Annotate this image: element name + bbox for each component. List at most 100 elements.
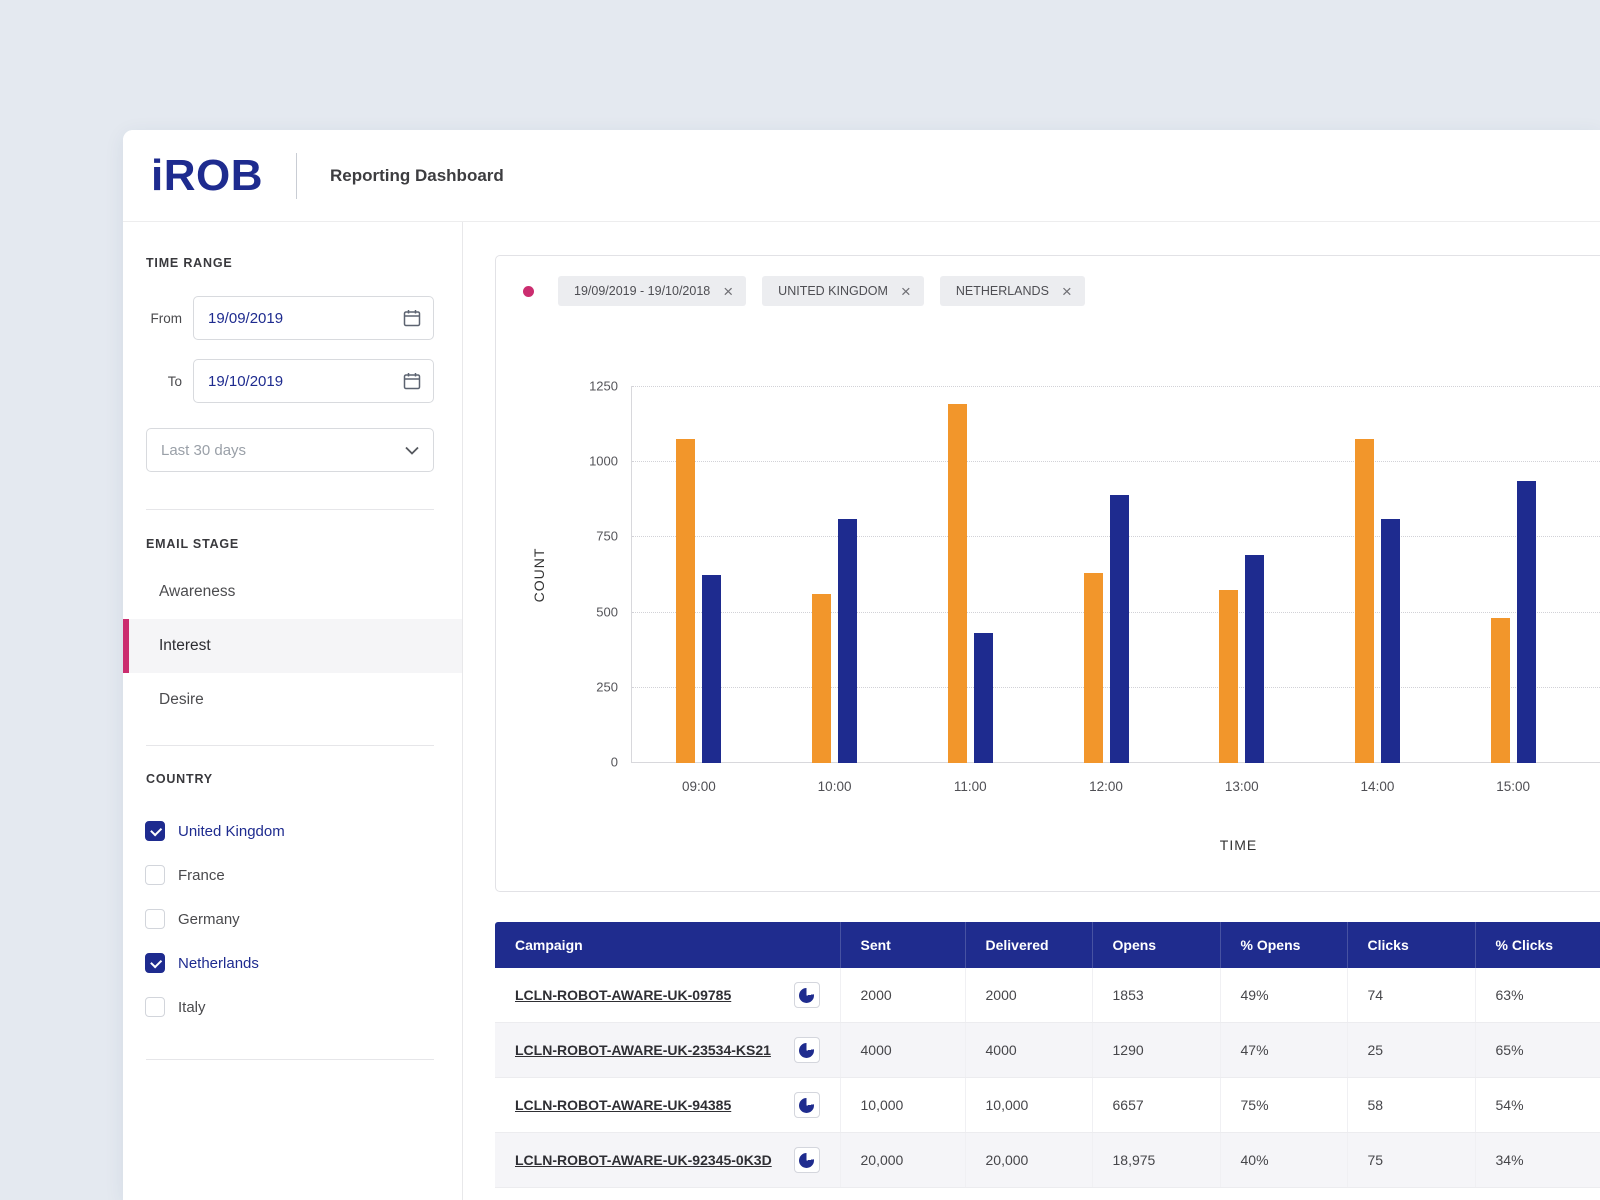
cell-sent: 2000 xyxy=(839,968,965,1023)
close-icon[interactable]: × xyxy=(1061,281,1072,301)
x-axis-labels: 09:00 10:00 11:00 12:00 13:00 14:00 15:00 xyxy=(631,779,1581,794)
cell-clicks: 58 xyxy=(1346,1077,1475,1133)
chevron-down-icon xyxy=(405,446,419,455)
blue-bar xyxy=(1245,554,1265,763)
cell-clicks-pct: 63% xyxy=(1474,968,1600,1023)
country-checkbox-italy[interactable]: Italy xyxy=(145,992,462,1022)
stage-item-label: Awareness xyxy=(159,583,236,600)
bar-group-10:00 xyxy=(767,386,903,763)
country-checkbox-france[interactable]: France xyxy=(145,860,462,890)
column-header-clicks: Clicks xyxy=(1346,922,1475,968)
x-axis-tick-label: 15:00 xyxy=(1496,779,1531,794)
checkbox-checked-icon xyxy=(145,821,165,841)
y-axis-tick-label: 0 xyxy=(610,754,618,770)
column-header-delivered: Delivered xyxy=(964,922,1092,968)
calendar-icon[interactable] xyxy=(403,372,421,390)
country-checkbox-germany[interactable]: Germany xyxy=(145,904,462,934)
stage-item-label: Desire xyxy=(159,691,204,708)
filter-chip-label: UNITED KINGDOM xyxy=(778,284,888,298)
cell-clicks-pct: 34% xyxy=(1474,1132,1600,1188)
cell-sent: 20,000 xyxy=(839,1132,965,1188)
pie-chart-icon xyxy=(799,987,814,1003)
active-filters-row: 19/09/2019 - 19/10/2018 × UNITED KINGDOM… xyxy=(496,256,1600,306)
cell-opens: 6657 xyxy=(1091,1077,1220,1133)
cell-opens: 18,975 xyxy=(1091,1132,1220,1188)
campaign-link[interactable]: LCLN-ROBOT-AWARE-UK-92345-0K3D xyxy=(515,1152,772,1168)
country-checkbox-netherlands[interactable]: Netherlands xyxy=(145,948,462,978)
to-date-input[interactable]: 19/10/2019 xyxy=(193,359,434,403)
x-axis-tick-label: 10:00 xyxy=(817,779,852,794)
campaign-pie-chart-button[interactable] xyxy=(793,1037,820,1063)
filter-indicator-dot xyxy=(523,285,534,297)
blue-bar xyxy=(838,518,858,763)
checkbox-unchecked-icon xyxy=(145,909,165,929)
filter-chip-united-kingdom[interactable]: UNITED KINGDOM × xyxy=(762,276,924,306)
cell-clicks-pct: 54% xyxy=(1474,1077,1600,1133)
cell-opens-pct: 40% xyxy=(1219,1132,1347,1188)
date-preset-select[interactable]: Last 30 days xyxy=(146,428,434,472)
y-axis-tick-label: 250 xyxy=(596,679,618,695)
gridline xyxy=(632,386,1600,387)
country-list: United Kingdom France Germany Netherland… xyxy=(123,816,462,1022)
campaign-link[interactable]: LCLN-ROBOT-AWARE-UK-94385 xyxy=(515,1097,732,1113)
stage-item-awareness[interactable]: Awareness xyxy=(123,565,462,619)
cell-opens: 1853 xyxy=(1091,968,1220,1023)
header-divider xyxy=(296,152,297,199)
cell-opens: 1290 xyxy=(1091,1022,1220,1078)
bar-chart: COUNT 0 250 500 750 1000 1250 09:00 10:00 11:00… xyxy=(531,379,1600,794)
email-stage-list: Awareness Interest Desire xyxy=(123,565,462,727)
blue-bar xyxy=(702,574,722,763)
country-checkbox-united-kingdom[interactable]: United Kingdom xyxy=(145,816,462,846)
filter-chip-daterange[interactable]: 19/09/2019 - 19/10/2018 × xyxy=(558,276,747,306)
bar-group-14:00 xyxy=(1310,386,1446,763)
dashboard-card: iROB Reporting Dashboard TIME RANGE From… xyxy=(123,130,1600,1200)
calendar-icon[interactable] xyxy=(403,309,421,327)
from-date-input[interactable]: 19/09/2019 xyxy=(193,296,434,340)
campaign-link[interactable]: LCLN-ROBOT-AWARE-UK-23534-KS21 xyxy=(515,1042,771,1058)
cell-opens-pct: 47% xyxy=(1219,1022,1347,1078)
gridline xyxy=(632,461,1600,463)
filter-chip-netherlands[interactable]: NETHERLANDS × xyxy=(939,276,1085,306)
main-content: 19/09/2019 - 19/10/2018 × UNITED KINGDOM… xyxy=(463,222,1600,1200)
cell-clicks: 25 xyxy=(1346,1022,1475,1078)
orange-bar xyxy=(1490,618,1510,763)
pie-chart-icon xyxy=(799,1097,814,1113)
campaign-pie-chart-button[interactable] xyxy=(793,1147,820,1173)
cell-clicks: 75 xyxy=(1346,1132,1475,1188)
campaign-pie-chart-button[interactable] xyxy=(793,982,820,1008)
close-icon[interactable]: × xyxy=(723,281,734,301)
campaign-link[interactable]: LCLN-ROBOT-AWARE-UK-09785 xyxy=(515,987,732,1003)
country-checkbox-label: Netherlands xyxy=(178,954,259,972)
y-axis-tick-label: 500 xyxy=(596,604,618,620)
table-row: LCLN-ROBOT-AWARE-UK-09785 2000 2000 1853… xyxy=(495,968,1600,1023)
orange-bar xyxy=(1354,438,1374,763)
pie-chart-icon xyxy=(799,1042,814,1058)
sidebar-divider xyxy=(146,745,434,746)
y-axis-title: COUNT xyxy=(531,547,547,602)
checkbox-unchecked-icon xyxy=(145,997,165,1017)
bar-group-13:00 xyxy=(1174,386,1310,763)
cell-delivered: 4000 xyxy=(964,1022,1092,1078)
country-checkbox-label: Italy xyxy=(178,998,206,1016)
app-header: iROB Reporting Dashboard xyxy=(123,130,1600,222)
x-axis-tick-label: 12:00 xyxy=(1089,779,1123,794)
close-icon[interactable]: × xyxy=(900,281,911,301)
stage-item-desire[interactable]: Desire xyxy=(123,673,462,727)
stage-item-label: Interest xyxy=(159,637,211,654)
page-title: Reporting Dashboard xyxy=(330,165,504,185)
bar-group-15:00 xyxy=(1445,386,1581,763)
country-checkbox-label: France xyxy=(178,866,225,884)
orange-bar xyxy=(1219,589,1239,763)
chart-panel: 19/09/2019 - 19/10/2018 × UNITED KINGDOM… xyxy=(495,255,1600,892)
campaign-pie-chart-button[interactable] xyxy=(793,1092,820,1118)
bar-group-11:00 xyxy=(902,386,1038,763)
email-stage-label: EMAIL STAGE xyxy=(146,537,240,551)
table-row: LCLN-ROBOT-AWARE-UK-23534-KS21 4000 4000… xyxy=(495,1022,1600,1078)
bar-series xyxy=(631,386,1581,763)
time-range-label: TIME RANGE xyxy=(146,256,233,270)
stage-item-interest[interactable]: Interest xyxy=(123,619,462,673)
cell-opens-pct: 75% xyxy=(1219,1077,1347,1133)
x-axis-tick-label: 11:00 xyxy=(953,779,987,794)
to-date-value: 19/10/2019 xyxy=(208,372,284,390)
country-checkbox-label: United Kingdom xyxy=(178,822,285,840)
